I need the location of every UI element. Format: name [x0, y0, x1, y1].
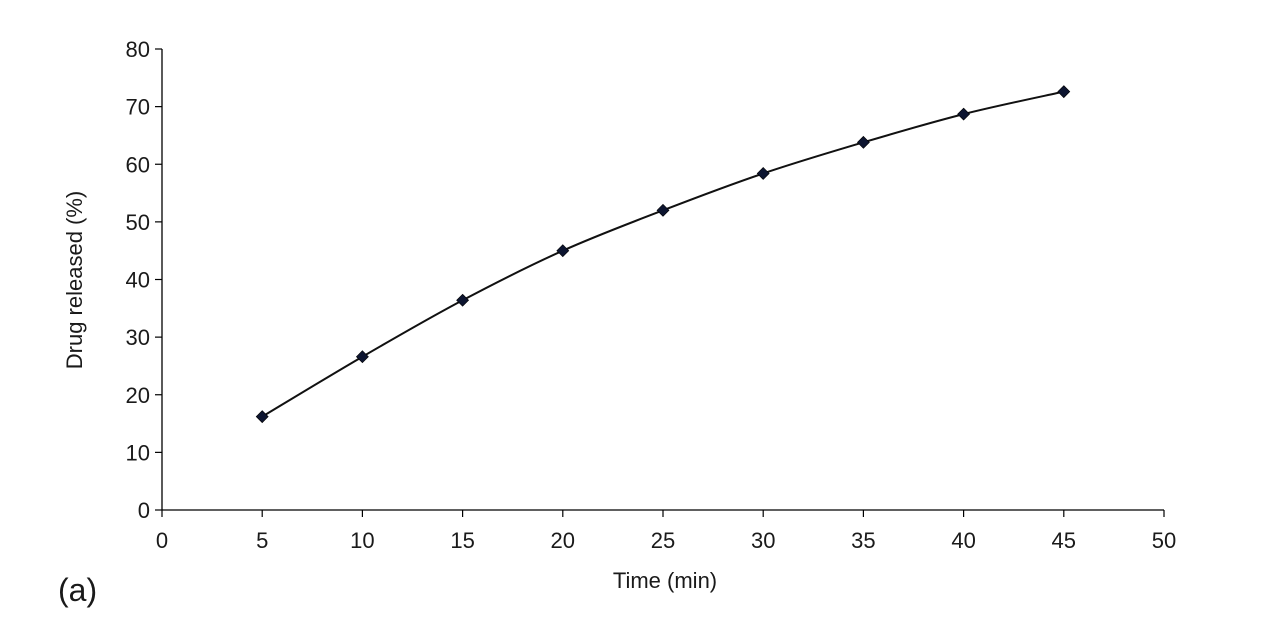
data-point-marker	[756, 167, 770, 180]
data-point-marker	[255, 410, 269, 424]
x-tick-label: 15	[450, 528, 474, 553]
x-tick-label: 0	[156, 528, 168, 553]
x-tick-label: 40	[951, 528, 975, 553]
y-tick-label: 50	[126, 210, 150, 235]
x-tick-label: 35	[851, 528, 875, 553]
x-ticks: 0 5 10 15 20 25 30 35 40 45 50	[156, 510, 1176, 553]
x-tick-label: 30	[751, 528, 775, 553]
data-point-marker	[957, 107, 971, 121]
y-ticks: 0 10 20 30 40 50 60 70 80	[126, 37, 162, 523]
data-point-marker	[456, 293, 470, 307]
y-tick-label: 30	[126, 325, 150, 350]
data-point-marker	[556, 244, 570, 258]
y-tick-label: 60	[126, 152, 150, 177]
x-tick-label: 45	[1052, 528, 1076, 553]
axes	[161, 49, 1164, 511]
x-tick-label: 10	[350, 528, 374, 553]
x-axis-title: Time (min)	[613, 568, 717, 593]
series-line	[261, 90, 1065, 418]
x-tick-label: 50	[1152, 528, 1176, 553]
y-axis-title: Drug released (%)	[62, 191, 87, 370]
x-tick-label: 25	[651, 528, 675, 553]
x-tick-label: 20	[551, 528, 575, 553]
y-tick-label: 40	[126, 268, 150, 293]
data-point-marker	[355, 350, 369, 364]
y-tick-label: 20	[126, 383, 150, 408]
y-tick-label: 10	[126, 440, 150, 465]
y-tick-label: 0	[138, 498, 150, 523]
data-point-marker	[856, 135, 870, 149]
y-tick-label: 70	[126, 95, 150, 120]
panel-label: (a)	[58, 572, 97, 608]
data-point-marker	[656, 203, 670, 217]
data-point-marker	[1057, 85, 1071, 99]
y-tick-label: 80	[126, 37, 150, 62]
series-group	[255, 85, 1071, 424]
x-tick-label: 5	[256, 528, 268, 553]
